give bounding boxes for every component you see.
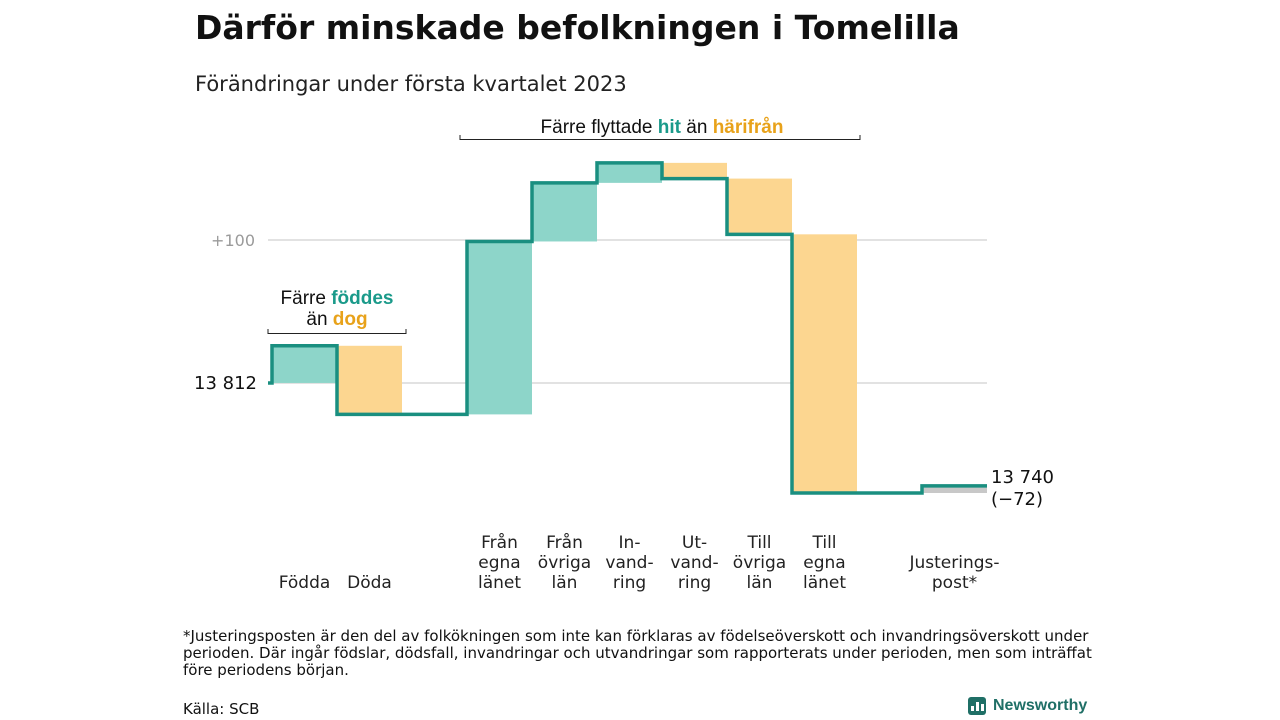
birth-bracket	[267, 329, 407, 334]
category-label-4: Från övriga län	[538, 532, 591, 593]
bar-1	[337, 345, 402, 415]
bar-8	[792, 234, 857, 493]
end-value-label: 13 740	[991, 467, 1054, 488]
brand-logo: Newsworthy	[968, 697, 1087, 715]
chart-title: Därför minskade befolkningen i Tomelilla	[195, 8, 960, 47]
category-label-5: In-vand-ring	[605, 533, 653, 593]
step-line	[268, 161, 987, 495]
migration-bracket	[459, 135, 861, 140]
bar-chart-icon	[968, 697, 986, 715]
start-value-label: 13 812	[194, 373, 257, 394]
bar-0	[272, 345, 337, 383]
bar-4	[532, 182, 597, 242]
category-label-7: Till övriga län	[733, 533, 786, 593]
birth-annotation-line1: Färre föddes	[281, 288, 394, 309]
bar-10	[922, 485, 987, 493]
step-line-path	[268, 161, 987, 495]
end-change-label: (−72)	[991, 489, 1043, 510]
footnote: *Justeringsposten är den del av folkökni…	[183, 627, 1092, 679]
brand-name: Newsworthy	[993, 697, 1088, 714]
bar-5	[597, 162, 662, 183]
bars	[272, 162, 987, 493]
category-label-1: Döda	[347, 573, 392, 593]
labels: +100 13 812 13 740(−72)	[194, 231, 1054, 510]
category-labels: Födda Döda Från egna länet Från övriga län In-va…	[279, 532, 1000, 593]
bar-7	[727, 178, 792, 235]
source-label: Källa: SCB	[183, 700, 260, 718]
bar-6	[662, 162, 727, 179]
birth-annotation-line2: än dog	[306, 309, 367, 330]
migration-annotation: Färre flyttade hit än härifrån	[541, 117, 784, 138]
category-label-10: Justerings-post*	[908, 553, 999, 593]
y-tick-label: +100	[211, 231, 255, 250]
category-label-0: Födda	[279, 573, 331, 593]
chart-subtitle: Förändringar under första kvartalet 2023	[195, 72, 627, 96]
bar-3	[467, 241, 532, 415]
category-label-8: Till egna länet	[803, 533, 846, 593]
category-label-3: Från egna länet	[478, 532, 521, 593]
category-label-6: Ut-vand-ring	[670, 533, 718, 593]
